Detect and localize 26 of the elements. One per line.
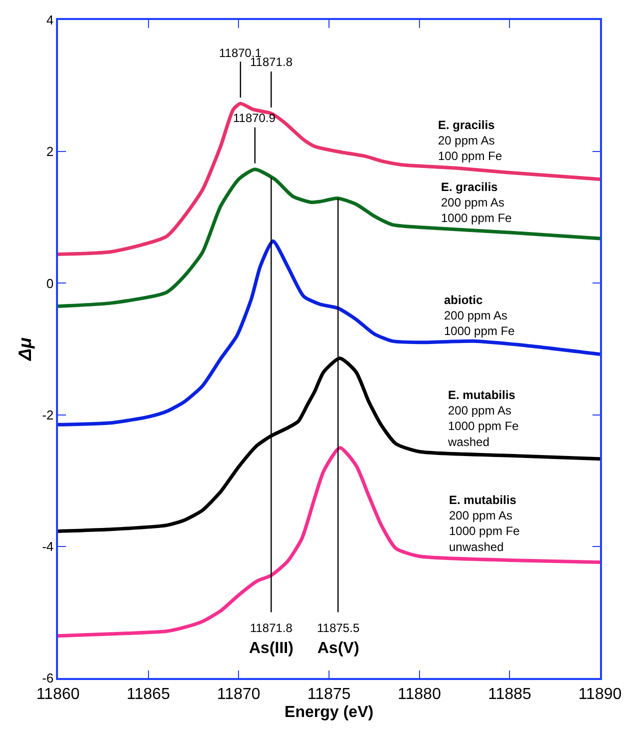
y-tick-label: 2	[46, 144, 54, 160]
y-tick-label: -2	[42, 407, 54, 422]
line-series	[58, 446, 600, 638]
y-tick-label: -6	[42, 670, 54, 686]
ref-line-label: 11875.5 As(V)	[317, 621, 360, 657]
series-label: E. gracilis 20 ppm As 100 ppm Fe	[438, 118, 502, 164]
x-tick-label: 11860	[36, 686, 80, 703]
line-series	[58, 102, 600, 256]
line-series	[58, 168, 600, 308]
series-label: E. mutabilis 200 ppm As 1000 ppm Fe washed	[447, 388, 520, 449]
y-tick-label: 4	[46, 12, 54, 28]
x-tick-label: 11880	[398, 686, 442, 703]
y-tick-label: 0	[46, 276, 54, 291]
series-label: abiotic 200 ppm As 1000 ppm Fe	[444, 293, 516, 338]
x-tick-label: 11885	[488, 686, 532, 703]
x-tick-label: 11870	[217, 686, 260, 703]
x-tick-label: 11875	[307, 686, 351, 703]
series-label: E. gracilis 200 ppm As 1000 ppm Fe	[441, 180, 512, 226]
ref-line-label: 11871.8 As(III)	[249, 621, 294, 657]
x-tick-label: 11865	[126, 686, 170, 703]
series-label: E. mutabilis 200 ppm As 1000 ppm Fe unwashed	[449, 493, 520, 554]
x-tick-label: 11890	[578, 686, 622, 703]
y-tick-label: -4	[42, 538, 54, 554]
y-axis-title: Δμ	[14, 337, 35, 362]
annotation: 11870.9	[233, 111, 276, 125]
x-axis-title: Energy (eV)	[284, 704, 374, 722]
